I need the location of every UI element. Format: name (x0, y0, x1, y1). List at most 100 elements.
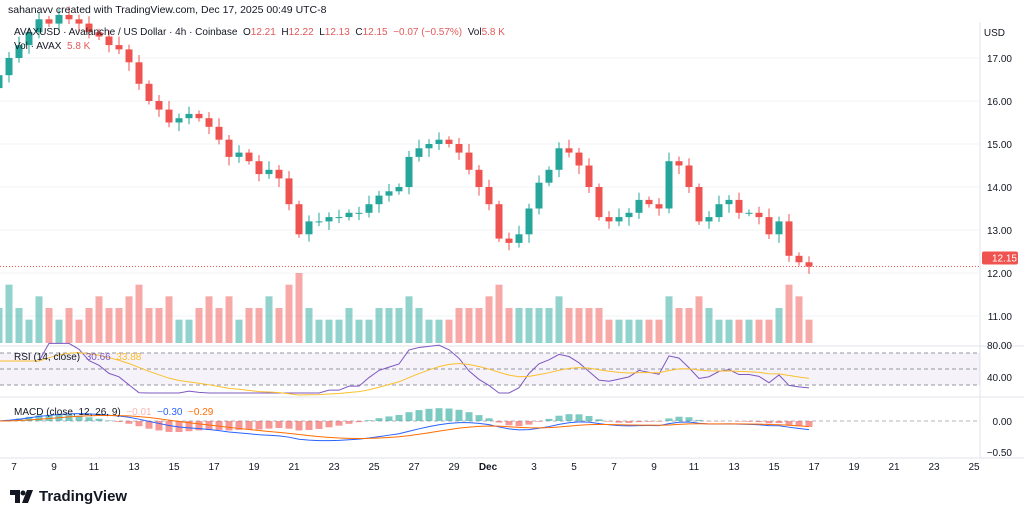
macd-tick-label: −0.50 (987, 448, 1013, 459)
volume-bar (425, 319, 433, 343)
candle-body (55, 15, 63, 24)
macd-histogram-bar (615, 421, 623, 423)
volume-bar (785, 284, 793, 343)
time-tick-label: 15 (768, 462, 780, 473)
macd-histogram-bar (495, 421, 503, 423)
volume-bar (445, 319, 453, 343)
tradingview-logo: TradingView (10, 488, 127, 505)
volume-bar (145, 308, 153, 343)
volume-bar (755, 319, 763, 343)
macd-histogram-bar (405, 412, 413, 421)
tradingview-logo-icon (10, 490, 33, 503)
candle-body (5, 58, 13, 76)
volume-bar (765, 319, 773, 343)
candle-body (715, 204, 723, 218)
rsi-tick-label: 40.00 (987, 373, 1012, 384)
candle-body (555, 148, 563, 170)
time-tick-label: 25 (368, 462, 380, 473)
volume-bar (775, 308, 783, 343)
macd-histogram-bar (695, 419, 703, 421)
time-tick-label: 25 (968, 462, 980, 473)
candle-body (775, 221, 783, 235)
candle-body (0, 75, 3, 89)
macd-histogram-bar (505, 421, 513, 426)
macd-histogram-bar (335, 421, 343, 426)
macd-histogram-bar (255, 421, 263, 430)
volume-bar (485, 296, 493, 343)
candle-body (115, 45, 123, 50)
volume-bar (325, 319, 333, 343)
volume-bar (585, 308, 593, 343)
volume-bar (415, 308, 423, 343)
candle-body (795, 255, 803, 263)
macd-histogram-bar (545, 418, 553, 421)
volume-value: 5.8 K (481, 27, 505, 38)
macd-histogram-bar (65, 414, 73, 421)
volume-bar (345, 308, 353, 343)
macd-histogram-bar (395, 415, 403, 421)
volume-bar (15, 308, 23, 343)
time-tick-label: 11 (689, 462, 700, 473)
time-tick-label: 17 (208, 462, 220, 473)
macd-histogram-bar (555, 415, 563, 421)
candle-body (745, 212, 753, 214)
candle-body (515, 234, 523, 243)
volume-bar (695, 296, 703, 343)
macd-histogram-bar (105, 420, 113, 421)
volume-bar (645, 319, 653, 343)
macd-hist-value: −0.01 (126, 407, 152, 418)
volume-bar (595, 308, 603, 343)
volume-bar (745, 319, 753, 343)
volume-bar (515, 308, 523, 343)
candle-body (425, 144, 433, 149)
macd-histogram-bar (465, 412, 473, 421)
volume-bar (5, 284, 13, 343)
rsi-value: 30.66 (85, 352, 111, 363)
macd-histogram-bar (85, 417, 93, 421)
volume-bar (525, 308, 533, 343)
candle-body (295, 204, 303, 235)
candle-body (275, 169, 283, 179)
volume-bar (535, 308, 543, 343)
macd-histogram-bar (535, 421, 543, 422)
volume-bar (85, 308, 93, 343)
time-tick-label: 17 (808, 462, 820, 473)
macd-histogram-bar (325, 421, 333, 428)
volume-bar (635, 319, 643, 343)
macd-histogram-bar (625, 421, 633, 423)
candle-body (575, 152, 583, 166)
time-tick-label: 23 (928, 462, 940, 473)
volume-bar (375, 308, 383, 343)
candle-body (135, 62, 143, 84)
rsi-line (0, 342, 810, 394)
candle-body (605, 217, 613, 222)
volume-bar (265, 296, 273, 343)
change-value: −0.07 (−0.57%) (393, 27, 463, 38)
macd-histogram-bar (165, 421, 173, 432)
volume-bar (55, 319, 63, 343)
volume-bar (115, 308, 123, 343)
candle-body (255, 161, 263, 175)
volume-bar (165, 296, 173, 343)
macd-histogram-bar (795, 421, 803, 427)
macd-histogram-bar (805, 421, 813, 427)
macd-histogram-bar (455, 409, 463, 421)
high-value: 12.22 (288, 27, 314, 38)
volume-bar (285, 284, 293, 343)
volume-bar (435, 319, 443, 343)
volume-bar (465, 308, 473, 343)
volume-bar (795, 296, 803, 343)
close-value: 12.15 (362, 27, 388, 38)
macd-histogram-bar (575, 414, 583, 421)
candle-body (655, 204, 663, 209)
candle-body (525, 208, 533, 235)
macd-histogram-bar (565, 414, 573, 421)
candle-body (635, 199, 643, 213)
macd-histogram-bar (765, 421, 773, 424)
candle-body (365, 204, 373, 213)
candle-body (565, 148, 573, 153)
candle-body (535, 182, 543, 209)
candle-body (35, 19, 43, 33)
macd-histogram-bar (635, 421, 643, 423)
